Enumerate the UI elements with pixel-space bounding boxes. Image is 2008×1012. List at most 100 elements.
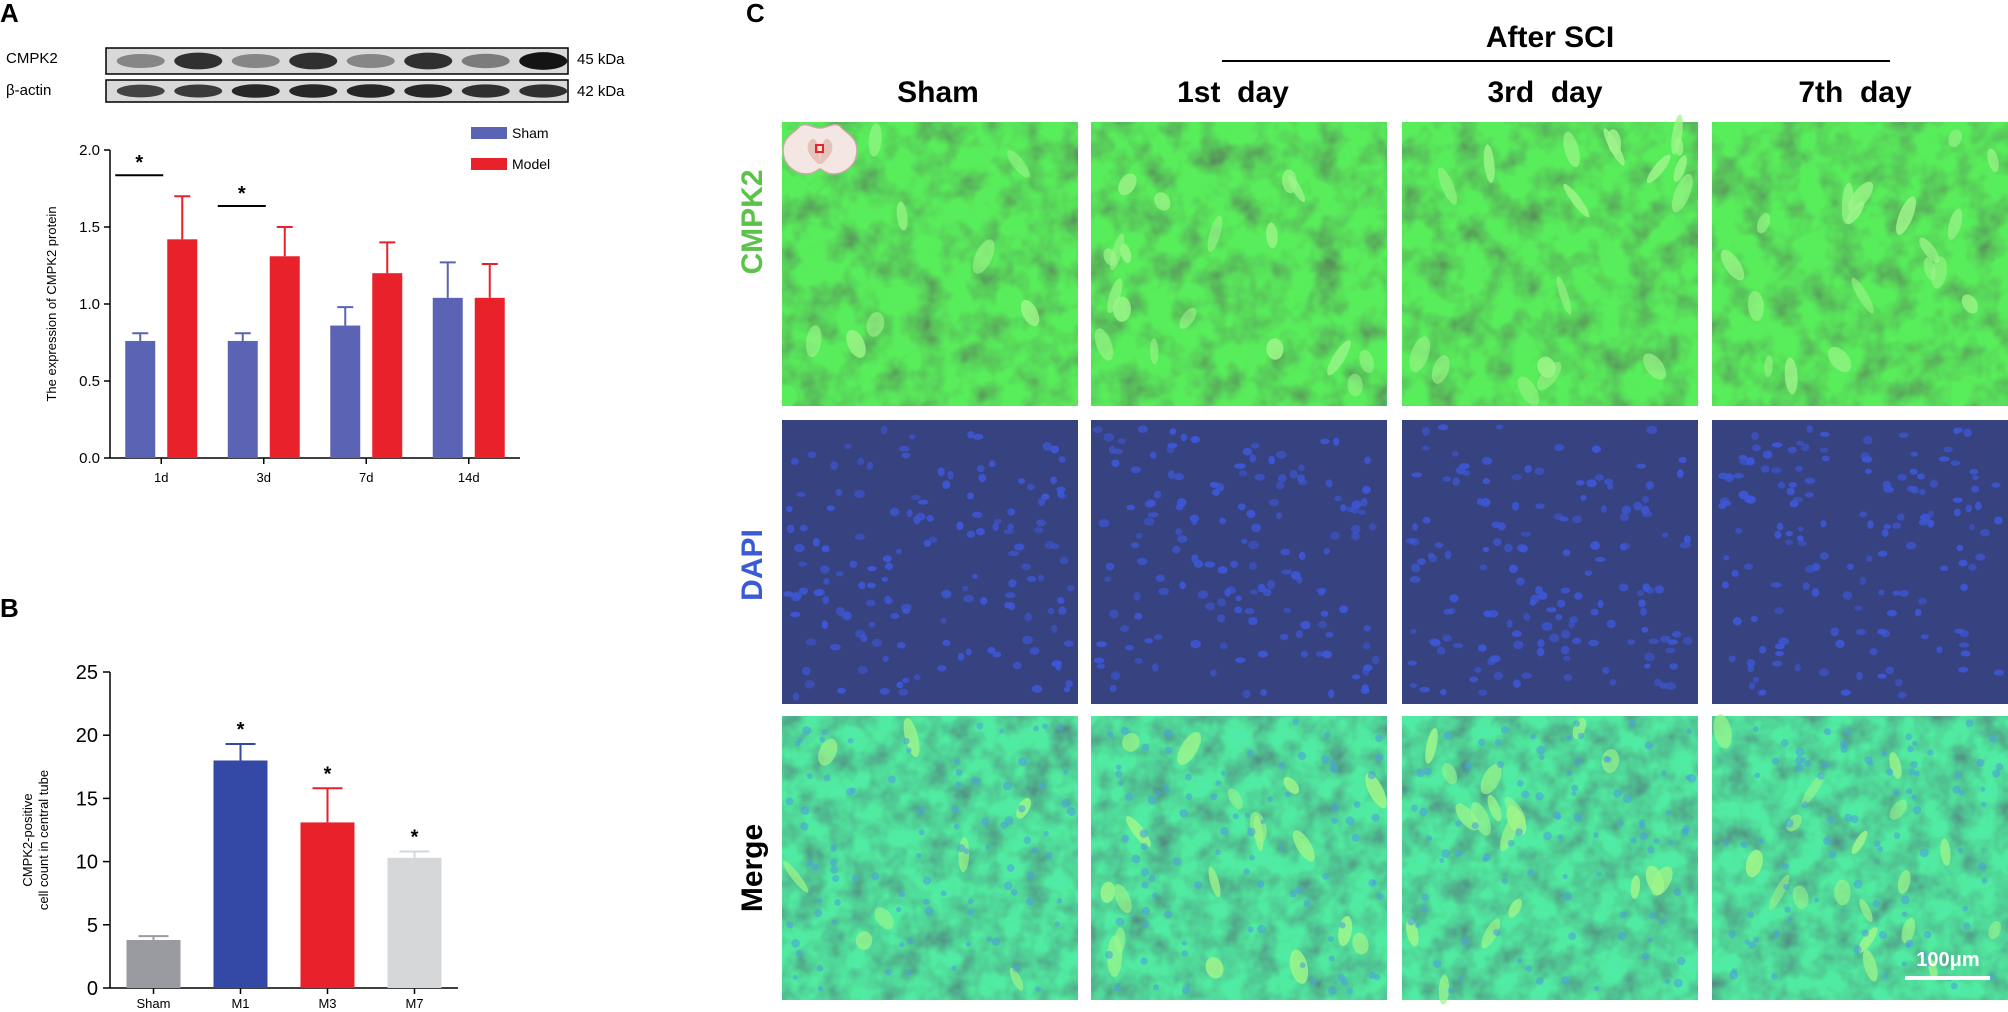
stained-cell <box>1114 927 1126 953</box>
stained-cell <box>1425 727 1438 764</box>
nucleus <box>1617 932 1627 941</box>
nucleus <box>1440 688 1447 696</box>
nucleus <box>966 908 974 916</box>
nucleus <box>967 898 974 905</box>
bar-m1 <box>213 760 268 988</box>
nucleus <box>1351 500 1362 509</box>
nucleus <box>822 595 830 605</box>
nucleus <box>867 566 877 572</box>
stained-cell <box>1897 869 1911 894</box>
panel-a-label: A <box>0 0 19 28</box>
nucleus <box>1345 506 1356 512</box>
nucleus <box>1563 673 1573 682</box>
nucleus <box>1022 635 1033 645</box>
nucleus <box>1098 519 1110 528</box>
nucleus <box>1267 796 1273 803</box>
stained-cell <box>1563 131 1580 168</box>
nucleus <box>1780 739 1789 747</box>
stained-cell <box>1113 296 1131 322</box>
nucleus <box>1751 431 1759 441</box>
nucleus <box>987 646 996 654</box>
nucleus <box>1774 530 1782 539</box>
nucleus <box>981 817 990 826</box>
nucleus <box>871 638 883 648</box>
nucleus <box>1842 590 1852 600</box>
nucleus <box>1618 583 1629 592</box>
stained-cell <box>1858 927 1878 953</box>
nucleus <box>951 965 957 972</box>
nucleus <box>1898 590 1909 597</box>
nucleus <box>1664 978 1670 984</box>
nucleus <box>1661 532 1669 538</box>
nucleus <box>1900 895 1910 904</box>
nucleus <box>830 844 838 852</box>
nucleus <box>1181 940 1187 946</box>
nucleus <box>1037 574 1045 582</box>
nucleus <box>1423 767 1432 776</box>
nucleus <box>1529 599 1537 606</box>
nucleus <box>1376 892 1384 900</box>
nucleus <box>1844 813 1853 823</box>
nucleus <box>1414 922 1421 928</box>
nucleus <box>1571 791 1577 797</box>
nucleus <box>1640 505 1650 515</box>
nucleus <box>1566 770 1573 777</box>
nucleus <box>1527 869 1535 877</box>
nucleus <box>1220 826 1229 836</box>
nucleus <box>1560 587 1571 594</box>
nucleus <box>1594 474 1605 481</box>
nucleus <box>1877 673 1887 679</box>
nucleus <box>1562 874 1568 880</box>
nucleus <box>1325 479 1333 488</box>
nucleus <box>1428 638 1439 645</box>
nucleus <box>854 489 865 499</box>
nucleus <box>1363 625 1372 632</box>
blot-band <box>289 52 338 70</box>
nucleus <box>1524 464 1532 474</box>
nucleus <box>1792 496 1804 503</box>
nucleus <box>822 544 830 551</box>
nucleus <box>1267 580 1276 589</box>
nucleus <box>1277 474 1287 483</box>
nucleus <box>1120 726 1129 736</box>
nucleus <box>1297 474 1305 483</box>
nucleus <box>812 537 820 547</box>
nucleus <box>881 576 889 582</box>
nucleus <box>1787 916 1793 922</box>
nucleus <box>1881 750 1888 757</box>
nucleus <box>1257 924 1266 934</box>
nucleus <box>1256 880 1265 888</box>
nucleus <box>1455 820 1462 827</box>
nucleus <box>922 876 932 885</box>
nucleus <box>1037 497 1046 506</box>
nucleus <box>1923 930 1932 939</box>
nucleus <box>966 530 976 538</box>
nucleus <box>790 611 801 618</box>
y-tick-label: 20 <box>76 725 98 747</box>
nucleus <box>1407 660 1418 666</box>
nucleus <box>1114 984 1122 992</box>
nucleus <box>1416 768 1426 778</box>
nucleus <box>962 585 969 592</box>
bar-sham <box>432 297 463 458</box>
nucleus <box>1495 424 1504 430</box>
stained-cell <box>1537 356 1556 378</box>
nucleus <box>1777 481 1786 489</box>
stained-cell <box>1470 801 1491 836</box>
nucleus <box>942 480 951 490</box>
nucleus <box>1298 464 1305 471</box>
nucleus <box>1155 789 1161 796</box>
nucleus <box>1534 467 1545 476</box>
nucleus <box>1117 438 1127 444</box>
nucleus <box>1950 982 1958 990</box>
nucleus <box>1210 793 1218 801</box>
nucleus <box>1361 683 1369 693</box>
chart-b: 0 5 10 15 20 25 CMPK2-positive cell count in ce… <box>20 662 458 1011</box>
nucleus <box>1521 790 1530 799</box>
nucleus <box>1913 770 1920 777</box>
spinal-cord-inset <box>782 123 858 175</box>
nucleus <box>793 544 805 553</box>
nucleus <box>1584 570 1593 576</box>
nucleus <box>1979 528 1990 537</box>
nucleus <box>1300 650 1308 658</box>
